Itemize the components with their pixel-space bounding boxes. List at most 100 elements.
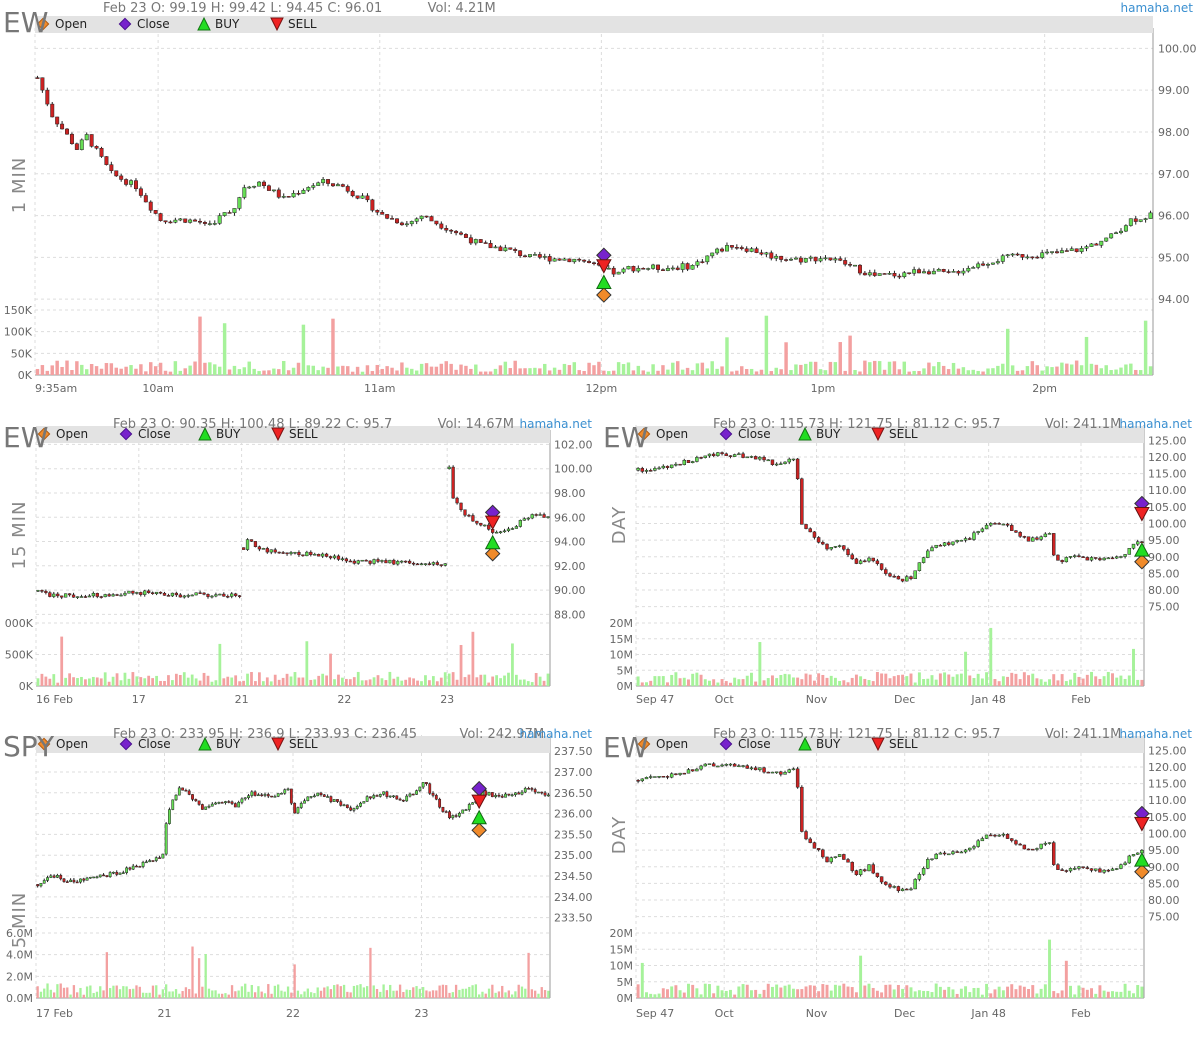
volume-bar: [273, 674, 277, 686]
candle-body: [997, 834, 1001, 837]
volume-bar: [1069, 679, 1072, 686]
candle-body: [178, 218, 183, 221]
candle-body: [1085, 557, 1090, 561]
candle-body: [989, 523, 993, 526]
volume-bar: [1010, 365, 1015, 375]
volume-bar: [621, 364, 626, 375]
volume-bar: [1085, 674, 1089, 686]
candle-body: [791, 768, 796, 771]
candle-body: [653, 776, 657, 778]
volume-bar: [880, 673, 884, 686]
x-axis-label: Jan 48: [970, 1007, 1005, 1020]
volume-bar: [305, 641, 309, 686]
candle-body: [105, 875, 109, 878]
volume-bar: [1119, 675, 1123, 686]
x-axis-label: 23: [415, 1007, 429, 1020]
volume-tick-label: 10M: [610, 649, 634, 662]
candle-body: [56, 875, 59, 878]
price-tick-label: 234.50: [554, 870, 593, 883]
volume-bar: [926, 678, 930, 686]
candle-body: [833, 856, 838, 858]
volume-bar: [296, 990, 300, 998]
sell-marker-icon: [271, 427, 285, 442]
candle-body: [497, 794, 501, 797]
candle-body: [257, 546, 262, 550]
volume-tick-label: 15M: [610, 943, 634, 956]
volume-bar: [971, 369, 975, 375]
volume-bar: [927, 362, 931, 375]
legend: Open Close BUY SELL: [636, 426, 1144, 443]
volume-bar: [875, 671, 879, 686]
candle-body: [912, 269, 917, 274]
candle-body: [1026, 536, 1031, 542]
volume-bar: [1040, 370, 1044, 375]
candle-body: [423, 563, 428, 565]
volume-bar: [164, 984, 168, 998]
candle-body: [395, 218, 399, 224]
candle-body: [306, 187, 311, 191]
volume-bar: [537, 993, 540, 998]
volume-bar: [863, 360, 867, 375]
candle-body: [1064, 557, 1069, 563]
volume-bar: [1022, 986, 1026, 998]
candle-body: [749, 248, 754, 252]
volume-bar: [40, 365, 45, 375]
volume-bar: [40, 673, 44, 686]
candle-body: [1043, 533, 1048, 538]
buy-signal-marker: [1134, 542, 1150, 557]
volume-bar: [996, 365, 1000, 375]
candle-body: [808, 838, 812, 843]
volume-bar: [636, 365, 641, 375]
candle-body: [119, 175, 124, 180]
candle-body: [533, 789, 537, 793]
candle-body: [665, 465, 670, 468]
candle-body: [877, 273, 882, 276]
candle-body: [99, 147, 104, 157]
volume-bar: [592, 365, 596, 375]
candle-body: [498, 531, 503, 534]
volume-bar: [441, 984, 445, 998]
candle-body: [438, 798, 442, 808]
candle-body: [921, 557, 926, 563]
volume-bar: [616, 362, 621, 375]
volume-bar: [129, 365, 133, 375]
candle-body: [468, 237, 473, 244]
volume-bar: [959, 988, 963, 998]
x-axis-label: 17 Feb: [36, 1007, 73, 1020]
candle-body: [332, 555, 337, 559]
volume-bar: [405, 989, 408, 998]
volume-bar: [657, 993, 661, 998]
price-tick-label: 80.00: [1148, 894, 1180, 907]
candle-body: [158, 857, 161, 859]
volume-bar: [1031, 985, 1035, 998]
volume-bar: [392, 990, 395, 998]
volume-bar: [821, 674, 825, 686]
volume-bar: [645, 682, 648, 686]
x-axis-label: 22: [337, 693, 351, 706]
volume-bar: [959, 673, 963, 686]
candle-body: [305, 551, 309, 557]
x-axis-label: Dec: [894, 1007, 915, 1020]
volume-readout: Vol: 241.1M: [1045, 417, 1121, 432]
volume-bar: [379, 991, 382, 998]
candle-body: [734, 247, 739, 249]
candle-body: [395, 795, 399, 800]
volume-bar: [875, 990, 879, 998]
volume-bar: [1039, 988, 1043, 998]
candle-body: [362, 801, 366, 804]
volume-bar: [188, 365, 192, 375]
volume-bar: [993, 989, 997, 998]
volume-bar: [339, 986, 342, 998]
volume-bar: [991, 368, 995, 375]
candle-body: [62, 878, 66, 882]
volume-bar: [791, 988, 795, 998]
volume-bar: [1079, 365, 1084, 375]
candle-body: [616, 271, 621, 275]
volume-bar: [247, 361, 251, 375]
buy-marker-icon: [198, 736, 212, 751]
candle-body: [40, 77, 45, 91]
price-tick-label: 100.00: [1148, 828, 1187, 841]
legend: Open Close BUY SELL: [36, 426, 550, 443]
candle-body: [99, 596, 103, 598]
candle-body: [193, 219, 198, 222]
